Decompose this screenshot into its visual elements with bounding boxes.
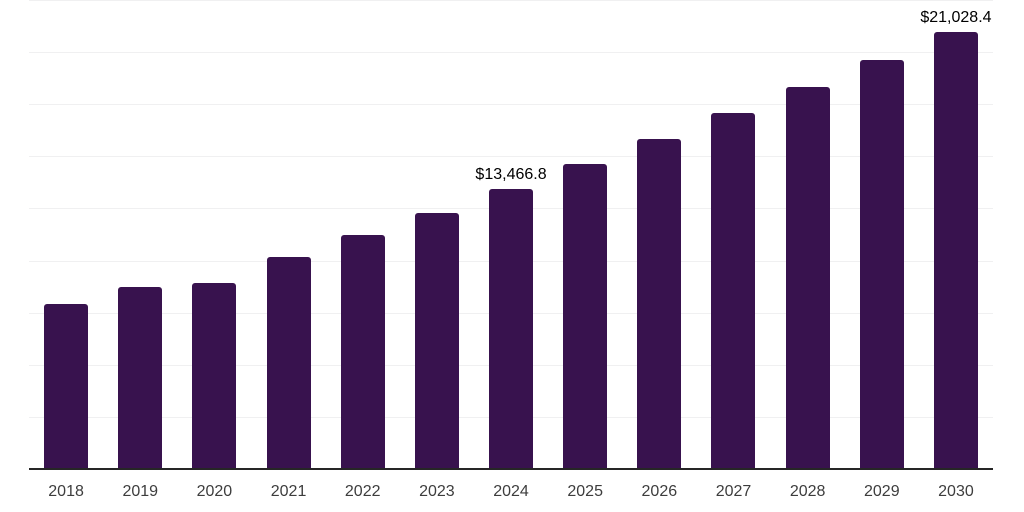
- bar-slot-2029: [845, 1, 919, 470]
- bar-2026: [637, 138, 682, 470]
- bar-slot-2026: [622, 1, 696, 470]
- bar-slot-2028: [771, 1, 845, 470]
- x-tick-2023: 2023: [419, 483, 455, 500]
- bar-2030: [933, 31, 978, 470]
- bar-2029: [859, 59, 904, 470]
- gridline: [29, 156, 993, 158]
- data-label-2024: $13,466.8: [475, 166, 547, 184]
- bar-slot-2021: [251, 1, 325, 470]
- bar-slot-2025: [548, 1, 622, 470]
- x-axis-line: [29, 468, 993, 470]
- data-label-2030: $21,028.4: [920, 8, 992, 26]
- x-tick-2030: 2030: [938, 483, 974, 500]
- x-tick-2026: 2026: [641, 483, 678, 500]
- bar-slot-2018: [29, 1, 103, 470]
- x-tick-2028: 2028: [789, 483, 826, 500]
- bar-2020: [192, 283, 237, 470]
- x-tick-2029: 2029: [864, 483, 900, 500]
- bar-2018: [44, 304, 89, 470]
- x-tick-2019: 2019: [122, 483, 159, 500]
- bar-slot-2027: [696, 1, 770, 470]
- gridline: [29, 0, 993, 1]
- x-tick-2021: 2021: [270, 483, 307, 500]
- bar-2025: [563, 163, 608, 470]
- bar-slot-2019: [103, 1, 177, 470]
- bar-2019: [118, 287, 163, 470]
- bar-slot-2023: [400, 1, 474, 470]
- bar-2027: [711, 112, 756, 470]
- x-tick-2020: 2020: [196, 483, 233, 500]
- plot-area: $13,466.8 $21,028.4: [29, 0, 993, 470]
- x-tick-2027: 2027: [715, 483, 752, 500]
- bar-slot-2030: $21,028.4: [919, 1, 993, 470]
- x-tick-2022: 2022: [344, 483, 381, 500]
- gridline: [29, 52, 993, 54]
- x-tick-2018: 2018: [48, 483, 84, 500]
- bar-2021: [266, 257, 311, 470]
- x-axis-labels: 2018 2019 2020 2021 2022 2023 2024 2025 2026 2027…: [29, 484, 993, 500]
- bar-slot-2020: [177, 1, 251, 470]
- bars: $13,466.8 $21,028.4: [29, 1, 993, 470]
- bar-slot-2022: [326, 1, 400, 470]
- x-tick-2025: 2025: [567, 483, 603, 500]
- bar-2023: [414, 212, 459, 470]
- bar-2024: [489, 189, 534, 470]
- bar-2028: [785, 87, 830, 470]
- bar-2022: [340, 234, 385, 470]
- gridline: [29, 104, 993, 106]
- bar-slot-2024: $13,466.8: [474, 1, 548, 470]
- x-tick-2024: 2024: [493, 483, 529, 500]
